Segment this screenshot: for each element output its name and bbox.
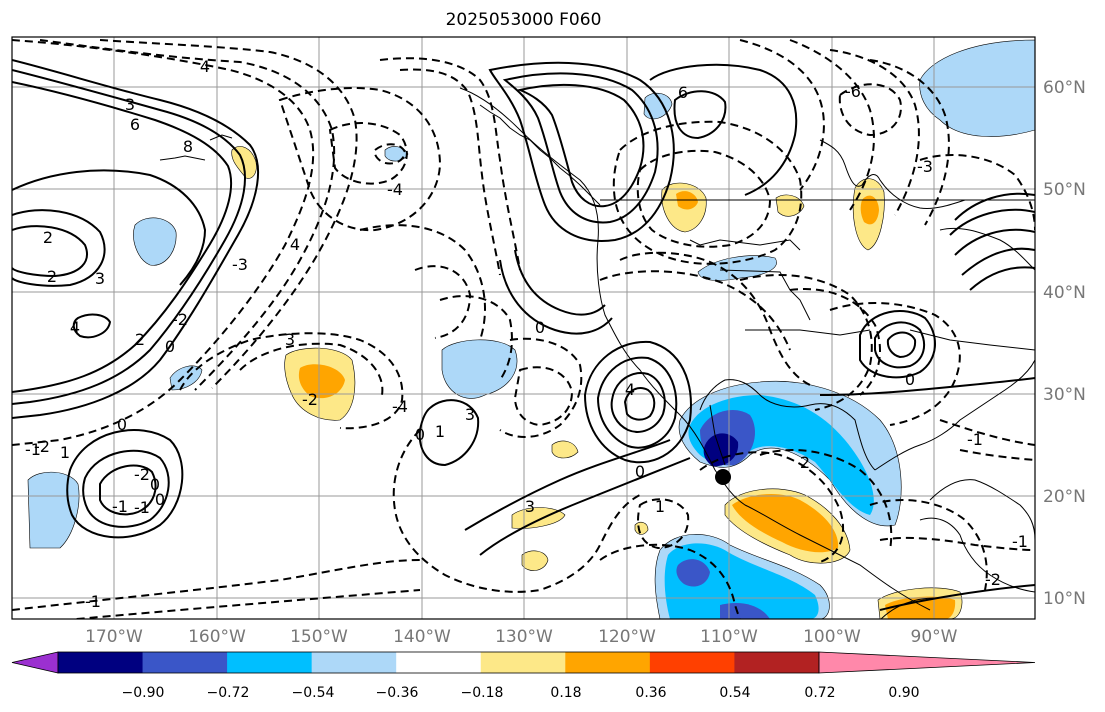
contour-label: 4: [70, 318, 80, 337]
contour-label: 2: [800, 453, 810, 472]
contour-label: -2: [985, 570, 1001, 589]
contour-label: -3: [232, 255, 248, 274]
contour-label: 0: [905, 370, 915, 389]
colorbar-tick: 0.36: [635, 685, 666, 701]
colorbar-segment: [227, 652, 313, 673]
lat-label-30: 30°N: [1043, 385, 1086, 405]
longitude-axis: 170°W 160°W 150°W 140°W 130°W 120°W 110°…: [85, 627, 958, 647]
lon-label-140w: 140°W: [393, 627, 451, 647]
colorbar-tick: 0.54: [719, 685, 750, 701]
map-frame: [11, 36, 1036, 620]
contour-label: -6: [845, 82, 861, 101]
colorbar-segment: [818, 651, 1036, 674]
contour-label: 1: [60, 443, 70, 462]
lon-label-160w: 160°W: [188, 627, 246, 647]
contour-label: 3: [465, 405, 475, 424]
contour-label: -4: [392, 397, 408, 416]
lon-label-120w: 120°W: [598, 627, 656, 647]
chart-title: 2025053000 F060: [445, 10, 602, 30]
colorbar-segment: [649, 652, 735, 673]
lon-label-100w: 100°W: [803, 627, 861, 647]
contour-label: 3: [95, 269, 105, 288]
colorbar-segment: [11, 651, 59, 674]
lat-label-20: 20°N: [1043, 487, 1086, 507]
contour-label: 1: [435, 422, 445, 441]
contours-solid: [12, 59, 1035, 611]
colorbar-outline: [57, 651, 820, 674]
contour-label: 1: [655, 497, 665, 516]
colorbar-tick-labels: −0.90 −0.72 −0.54 −0.36 −0.18 0.18 0.36 …: [122, 685, 920, 701]
contour-label: 3: [125, 95, 135, 114]
contour-label: 6: [678, 83, 688, 102]
contour-label: 3: [525, 497, 535, 516]
colorbar-tick: −0.18: [461, 685, 504, 701]
colorbar-tick: 0.72: [804, 685, 835, 701]
lon-label-170w: 170°W: [85, 627, 143, 647]
lat-label-40: 40°N: [1043, 283, 1086, 303]
contour-label: -3: [917, 157, 933, 176]
contour-label: 2: [135, 330, 145, 349]
contour-label: -1: [1012, 532, 1028, 551]
colorbar-segment: [311, 652, 397, 673]
contours-dashed: [12, 39, 1035, 619]
contour-label: -1: [134, 498, 150, 517]
contour-label: 0: [635, 462, 645, 481]
colorbar-tick: −0.90: [122, 685, 165, 701]
contour-label: 0: [155, 490, 165, 509]
contour-label: -2: [172, 310, 188, 329]
colorbar-segment: [396, 652, 482, 673]
contour-label: 0: [415, 425, 425, 444]
colorbar-tick: −0.72: [207, 685, 250, 701]
lon-label-90w: 90°W: [911, 627, 958, 647]
contour-label: 3: [285, 330, 295, 349]
contour-label: -2: [302, 390, 318, 409]
contour-label: 2: [43, 228, 53, 247]
lon-label-130w: 130°W: [495, 627, 553, 647]
contour-label: -1: [967, 430, 983, 449]
latitude-axis: 60°N 50°N 40°N 30°N 20°N 10°N: [1043, 78, 1086, 609]
contour-label: 2: [47, 267, 57, 286]
storm-center-marker: [715, 469, 731, 485]
colorbar: [11, 651, 1036, 674]
lon-label-150w: 150°W: [290, 627, 348, 647]
contour-label: 0: [117, 415, 127, 434]
colorbar-tick: −0.54: [292, 685, 335, 701]
contour-label: 8: [183, 137, 193, 156]
contour-label: -2: [134, 465, 150, 484]
contour-label: -1: [85, 592, 101, 611]
lon-label-110w: 110°W: [700, 627, 758, 647]
colorbar-segment: [734, 652, 820, 673]
contour-label: 4: [625, 380, 635, 399]
contour-label: -1: [112, 497, 128, 516]
colorbar-segment: [565, 652, 651, 673]
lat-label-60: 60°N: [1043, 78, 1086, 98]
lat-label-10: 10°N: [1043, 589, 1086, 609]
contour-label: 4: [290, 235, 300, 254]
colorbar-segment: [58, 652, 144, 673]
lat-label-50: 50°N: [1043, 180, 1086, 200]
contour-label: -1: [25, 440, 41, 459]
colorbar-segment: [142, 652, 228, 673]
contour-label: 0: [165, 337, 175, 356]
colorbar-tick: 0.18: [550, 685, 581, 701]
contour-label: 6: [130, 115, 140, 134]
contour-label: 0: [150, 475, 160, 494]
colorbar-tick: −0.36: [376, 685, 419, 701]
contour-label: 0: [535, 318, 545, 337]
colorbar-segment: [480, 652, 566, 673]
contour-label: -4: [387, 180, 403, 199]
contour-label: -2: [34, 437, 50, 456]
contour-label: 4: [200, 57, 210, 76]
colorbar-tick: 0.90: [888, 685, 919, 701]
